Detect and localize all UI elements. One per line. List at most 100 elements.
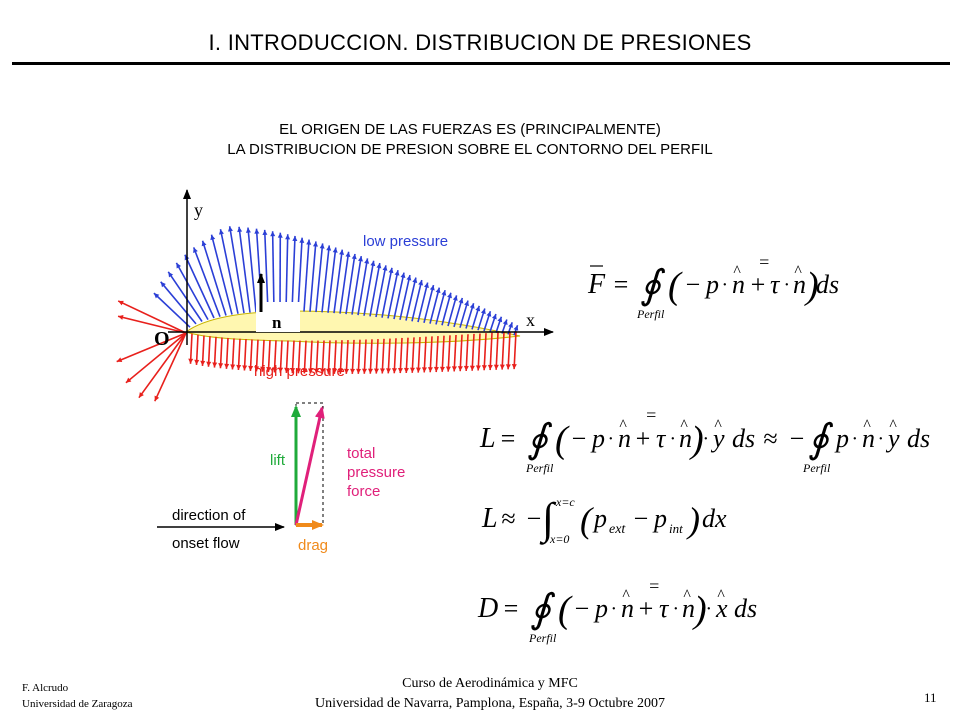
svg-text:n: n [682, 594, 695, 623]
total-force-label-1: total [347, 445, 375, 462]
svg-text:x: x [715, 594, 728, 623]
high-pressure-vector-head [278, 367, 284, 373]
svg-text:n: n [862, 424, 875, 453]
high-pressure-vector-head [505, 364, 511, 370]
high-pressure-vector [273, 340, 277, 373]
normal-label: n [272, 313, 282, 332]
low-pressure-vector [333, 249, 344, 314]
svg-text:^: ^ [863, 417, 871, 434]
svg-text:D: D [477, 593, 498, 624]
low-pressure-vector-head [447, 292, 452, 299]
low-pressure-vector-head [458, 297, 464, 304]
equation-drag: D = ∮ ( − p · n ^ + τ = · n ^ ) · x ^ ds… [477, 576, 757, 645]
high-pressure-vector [237, 338, 241, 371]
high-pressure-vector [321, 340, 325, 374]
svg-text:p: p [652, 504, 667, 533]
subtitle-line-2: LA DISTRIBUCION DE PRESION SOBRE EL CONT… [227, 141, 713, 158]
high-pressure-vector [465, 334, 469, 371]
high-pressure-vector [279, 340, 283, 373]
low-pressure-vector-head [219, 229, 224, 235]
low-pressure-vector-head [388, 267, 394, 274]
footer-course-block: Curso de Aerodinámica y MFC Universidad … [0, 674, 960, 714]
high-pressure-vector-head [194, 359, 200, 365]
low-pressure-vector-head [464, 300, 469, 307]
low-pressure-vector [238, 226, 251, 313]
svg-text:−: − [788, 424, 806, 453]
equation-force: F = ∮ ( − p · n ^ + τ = · n ^ ) ds Perfi… [587, 252, 839, 321]
high-pressure-vector-head [188, 358, 194, 364]
high-pressure-vector-head [200, 360, 206, 366]
low-pressure-vector-head [486, 311, 492, 317]
svg-text:): ) [689, 419, 704, 461]
svg-text:τ: τ [770, 270, 781, 299]
svg-text:^: ^ [889, 417, 897, 434]
svg-text:∫: ∫ [539, 494, 557, 545]
low-pressure-vector-head [262, 229, 268, 235]
svg-text:p: p [590, 424, 605, 453]
svg-text:(: ( [558, 589, 573, 631]
svg-text:ds: ds [732, 424, 755, 453]
high-pressure-vector-head [457, 366, 463, 372]
low-pressure-vector-head [153, 293, 160, 299]
low-pressure-vector [167, 271, 203, 322]
high-pressure-vector [435, 336, 439, 373]
high-pressure-vector-head [487, 364, 493, 371]
footer-author: F. Alcrudo [22, 682, 69, 694]
low-pressure-vector [357, 258, 369, 316]
low-pressure-vector-head [358, 256, 363, 262]
lift-label: lift [270, 452, 286, 469]
high-pressure-vector-head [302, 368, 308, 374]
svg-text:L: L [479, 423, 496, 454]
stagnation-vector [125, 332, 187, 384]
svg-text:n: n [621, 594, 634, 623]
low-pressure-vector-head [412, 277, 418, 283]
footer-author-block: F. Alcrudo Universidad de Zaragoza [22, 680, 133, 712]
low-pressure-vector [339, 251, 350, 314]
page-title: I. INTRODUCCION. DISTRIBUCION DE PRESION… [208, 30, 752, 55]
svg-text:y: y [885, 424, 900, 453]
low-pressure-vector [219, 229, 239, 314]
svg-text:=: = [612, 270, 630, 299]
high-pressure-vector-head [326, 368, 332, 374]
subtitle-line-1: EL ORIGEN DE LAS FUERZAS ES (PRINCIPALME… [279, 121, 661, 138]
high-pressure-vector [459, 334, 463, 372]
high-pressure-vector-head [260, 366, 266, 372]
high-pressure-vector [495, 332, 499, 370]
high-pressure-vector [489, 332, 493, 371]
low-pressure-vector [411, 279, 423, 322]
low-pressure-vector-head [312, 241, 318, 247]
svg-text:p: p [592, 504, 607, 533]
high-pressure-vector-head [451, 366, 457, 372]
high-pressure-vector [333, 340, 337, 374]
high-pressure-vector [375, 339, 379, 374]
low-pressure-vector-head [382, 265, 388, 271]
low-pressure-vector [228, 226, 245, 314]
svg-text:≈: ≈ [501, 504, 515, 533]
svg-text:^: ^ [619, 417, 627, 434]
low-pressure-vector-head [351, 253, 357, 260]
low-pressure-vector-head [277, 232, 283, 238]
low-pressure-vector-head [285, 234, 291, 240]
svg-text:+: + [749, 270, 767, 299]
low-pressure-vector [381, 267, 393, 318]
stagnation-vector [154, 332, 187, 402]
svg-text:^: ^ [733, 263, 741, 280]
svg-text:·: · [784, 274, 789, 296]
low-pressure-vector-head [364, 258, 370, 264]
svg-text:=: = [645, 405, 657, 425]
high-pressure-vector-head [397, 367, 403, 374]
high-pressure-vector [297, 340, 301, 374]
low-pressure-vector-head [201, 240, 207, 247]
high-pressure-vector [207, 336, 211, 367]
high-pressure-vector-head [242, 365, 248, 371]
normal-label-background [256, 302, 300, 332]
integral-lower-limit: x=0 [549, 532, 569, 546]
high-pressure-vector [429, 336, 433, 373]
low-pressure-vector [429, 287, 441, 324]
svg-text:−: − [632, 504, 650, 533]
high-pressure-vector [327, 340, 331, 374]
low-pressure-vector [351, 256, 363, 315]
high-pressure-vector [267, 340, 271, 373]
high-pressure-vector-head [463, 365, 469, 371]
high-pressure-vector [471, 333, 475, 371]
